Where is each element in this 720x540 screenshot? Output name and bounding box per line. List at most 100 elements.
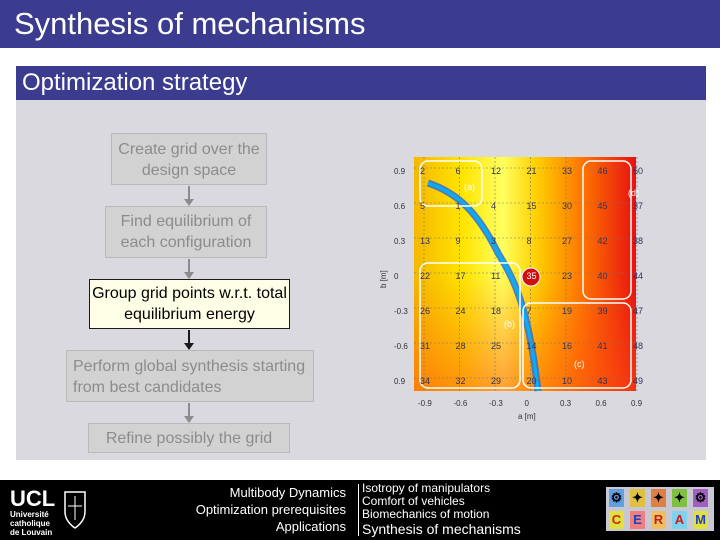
cell-value: 31	[420, 341, 430, 351]
cell-value: 41	[598, 341, 608, 351]
step-label: Group grid points w.r.t. total equilibri…	[92, 285, 287, 323]
cell-value: 10	[562, 376, 572, 386]
cell-value: 39	[598, 306, 608, 316]
cell-value: 17	[456, 271, 466, 281]
cell-value: 16	[562, 341, 572, 351]
step-create-grid: Create grid over the design space	[111, 133, 267, 185]
region-outline	[522, 302, 632, 389]
cell-value: 50	[633, 166, 643, 176]
cell-value: 48	[633, 341, 643, 351]
cell-value: 30	[562, 201, 572, 211]
ceram-letter: M	[693, 511, 708, 529]
y-tick-label: 0.3	[394, 237, 406, 246]
cell-value: 18	[491, 306, 501, 316]
equilibrium-valley-core	[427, 181, 540, 392]
y-tick-label: 0.9	[394, 167, 406, 176]
cell-value: 13	[420, 236, 430, 246]
y-tick-label: -0.3	[394, 307, 408, 316]
cell-value: 32	[456, 376, 466, 386]
step-label: Create grid over the design space	[118, 141, 260, 179]
section-bar: Optimization strategy	[16, 66, 706, 100]
footer-bar: UCL Université catholique de Louvain Mul…	[0, 480, 720, 540]
flow-arrow	[184, 403, 194, 423]
y-tick-label: 0.9	[394, 377, 406, 386]
best-candidate-marker	[521, 267, 541, 287]
cell-value: 1	[456, 201, 461, 211]
ceram-icon: ✦	[651, 489, 666, 507]
ceram-icon: ✦	[630, 489, 645, 507]
footer-nav-right: Isotropy of manipulators Comfort of vehi…	[362, 482, 521, 538]
region-outline	[582, 160, 632, 300]
region-label-d: (d)	[628, 188, 639, 198]
region-label-a: (a)	[464, 182, 475, 192]
step-group-grid-points: Group grid points w.r.t. total equilibri…	[89, 279, 290, 329]
ceram-letter: C	[609, 511, 624, 529]
step-refine-grid: Refine possibly the grid	[88, 423, 290, 453]
cell-value: 3	[491, 236, 496, 246]
section-title: Optimization strategy	[22, 69, 248, 96]
step-label: Perform global synthesis starting from b…	[73, 358, 306, 396]
cell-value: 5	[420, 201, 425, 211]
cell-value: 4	[491, 201, 496, 211]
cell-value: 9	[456, 236, 461, 246]
cell-value: 2	[420, 166, 425, 176]
cell-value: 19	[562, 306, 572, 316]
cell-value: 21	[527, 166, 537, 176]
step-global-synthesis: Perform global synthesis starting from b…	[66, 350, 314, 402]
logo-line: de Louvain	[10, 528, 53, 537]
cell-value: 7	[527, 306, 532, 316]
cell-value: 20	[527, 376, 537, 386]
flow-arrow	[184, 330, 194, 350]
footer-nav-item[interactable]: Applications	[275, 519, 346, 534]
step-label: Refine possibly the grid	[105, 430, 273, 447]
ceram-icon: ✦	[672, 489, 687, 507]
x-tick-label: 0.6	[596, 399, 608, 408]
cell-value: 6	[456, 166, 461, 176]
cell-value: 25	[491, 341, 501, 351]
heatmap-regions	[419, 160, 632, 389]
cell-value: 46	[598, 166, 608, 176]
region-outline	[419, 262, 521, 389]
x-tick-label: 0.9	[631, 399, 643, 408]
footer-nav-left: Multibody Dynamics Optimization prerequi…	[150, 484, 346, 535]
y-tick-label: -0.6	[394, 342, 408, 351]
logo-line: Université	[10, 510, 49, 519]
footer-nav-item[interactable]: Optimization prerequisites	[195, 502, 346, 517]
cell-value: 14	[527, 341, 537, 351]
cell-value: 43	[598, 376, 608, 386]
title-bar: Synthesis of mechanisms	[0, 0, 720, 48]
ceram-letter: A	[672, 511, 687, 529]
x-tick-label: 0.3	[560, 399, 572, 408]
footer-nav-current[interactable]: Synthesis of mechanisms	[362, 521, 521, 537]
ceram-icon: ⚙	[693, 489, 708, 507]
ucl-logo: UCL	[10, 486, 56, 511]
footer-nav-item[interactable]: Isotropy of manipulators	[362, 481, 491, 495]
cell-value: 12	[491, 166, 501, 176]
step-find-equilibrium: Find equilibrium of each configuration	[105, 206, 267, 258]
cell-value: 37	[633, 201, 643, 211]
cell-value: 44	[633, 271, 643, 281]
x-tick-labels: -0.9 -0.6 -0.3 0 0.3 0.6 0.9	[418, 399, 643, 408]
flow-arrow	[184, 259, 194, 279]
x-tick-label: -0.3	[489, 399, 503, 408]
cell-value: 38	[633, 236, 643, 246]
y-tick-label: 0	[394, 272, 399, 281]
ceram-letter: E	[630, 511, 645, 529]
footer-nav-item[interactable]: Comfort of vehicles	[362, 494, 465, 508]
cell-value: 33	[562, 166, 572, 176]
cell-value: 8	[527, 236, 532, 246]
university-crest-icon	[64, 491, 86, 529]
heatmap-gridlines	[414, 157, 638, 391]
footer-nav-item[interactable]: Multibody Dynamics	[229, 485, 346, 500]
cell-value: 11	[491, 271, 500, 281]
logo-line: catholique	[10, 519, 51, 528]
y-tick-label: 0.6	[394, 202, 406, 211]
x-tick-label: -0.9	[418, 399, 432, 408]
cell-value: 45	[598, 201, 608, 211]
cell-value: 15	[527, 201, 537, 211]
x-tick-label: -0.6	[454, 399, 468, 408]
footer-nav-item[interactable]: Biomechanics of motion	[362, 507, 490, 521]
y-axis-label: b [m]	[379, 270, 388, 288]
